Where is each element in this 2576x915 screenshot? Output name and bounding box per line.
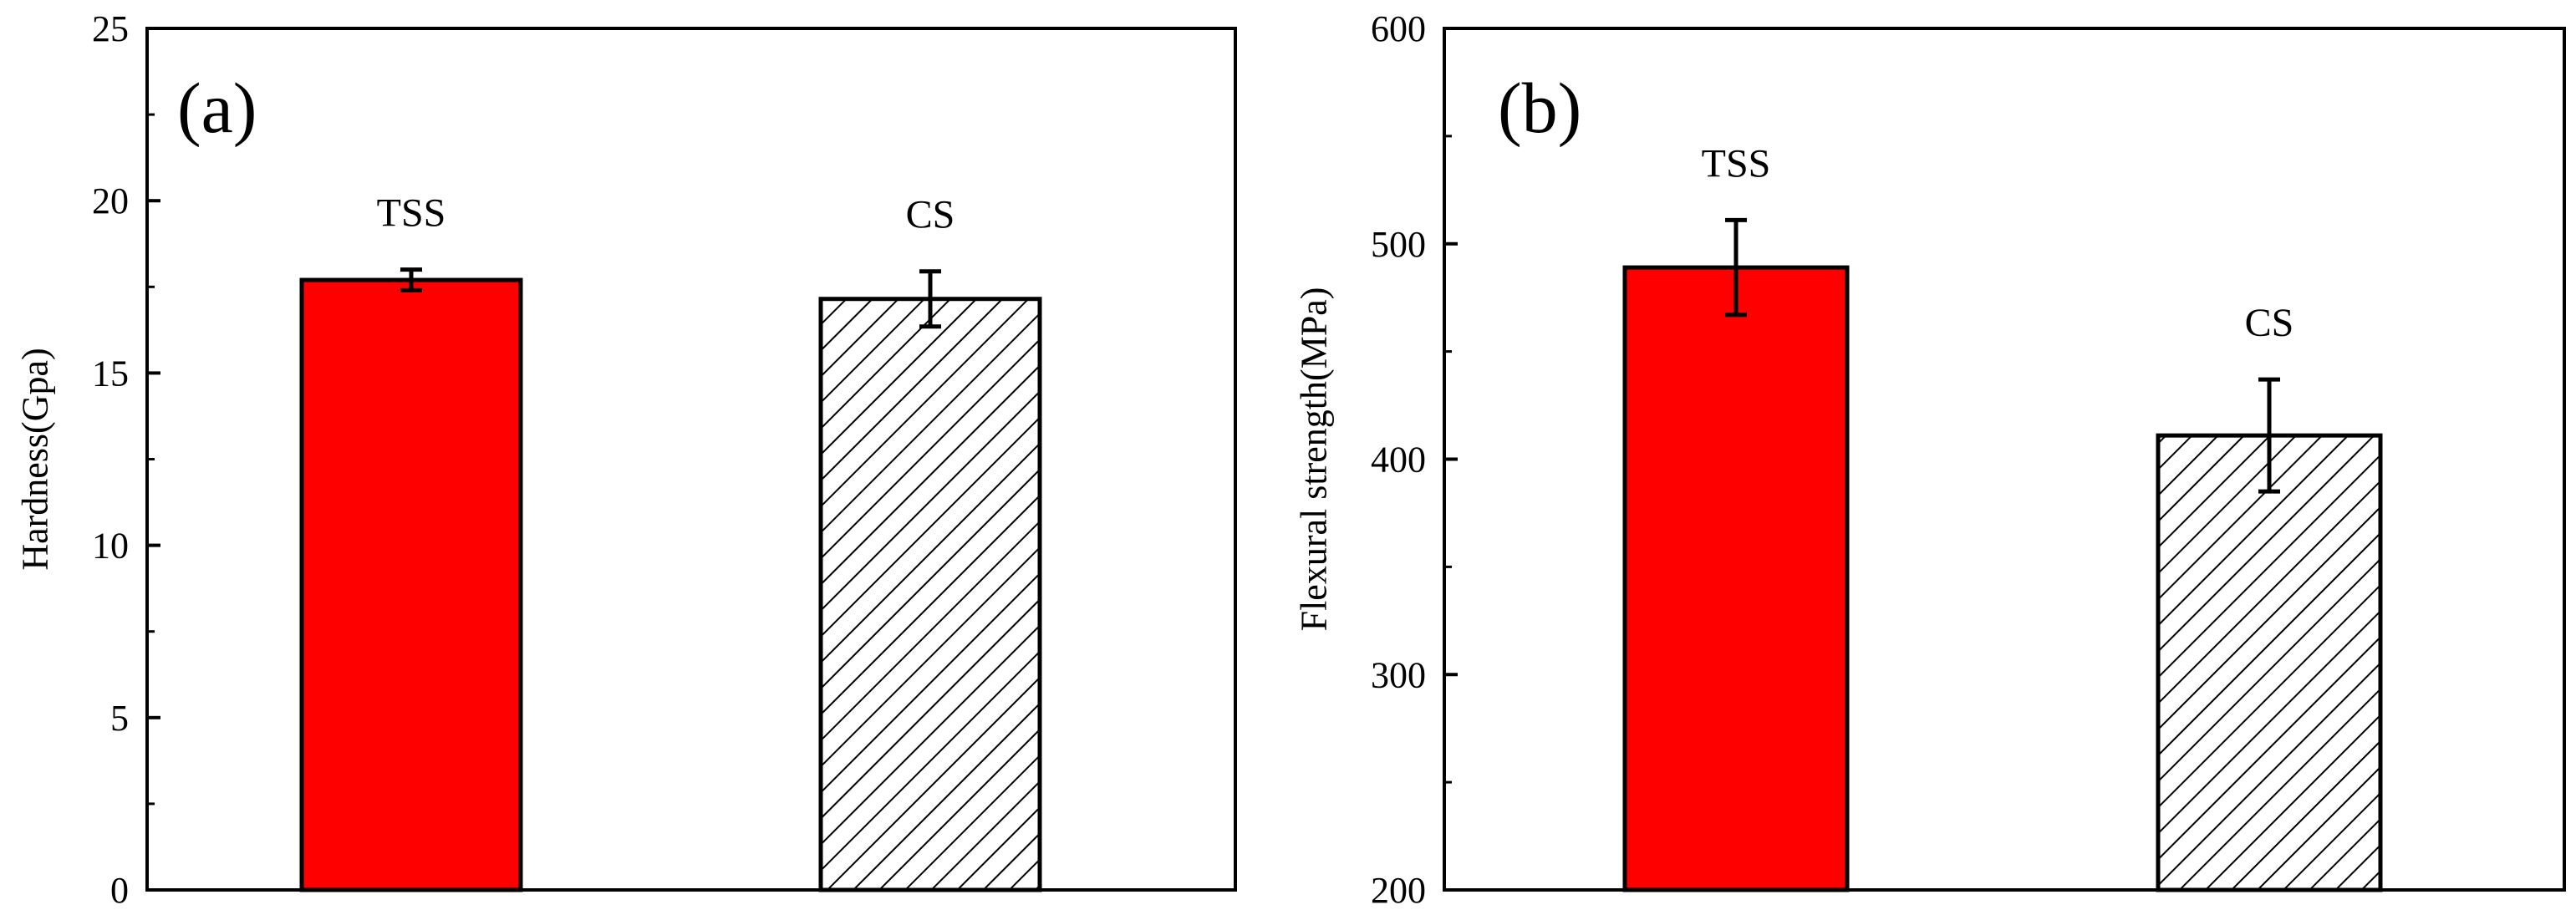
bar-label-cs: CS [2245, 301, 2294, 345]
panel-b-bars: TSS CS [1622, 141, 2383, 892]
bar-tss [299, 277, 523, 892]
panel-a-label: (a) [177, 68, 257, 148]
y-tick-label: 400 [1371, 440, 1426, 480]
y-tick-label: 5 [110, 698, 129, 739]
y-tick-label: 25 [92, 8, 129, 49]
y-tick-label: 20 [92, 180, 129, 221]
bar-label-tss: TSS [1702, 141, 1771, 186]
y-tick-label: 15 [92, 353, 129, 394]
y-tick-label: 0 [110, 870, 129, 911]
panel-b-label: (b) [1498, 68, 1581, 148]
panel-b-flexural-strength: 200 300 400 500 600 TSS CS (b) Flexural stren… [1294, 8, 2566, 911]
y-tick-label: 600 [1371, 8, 1426, 49]
y-tick-label: 500 [1371, 224, 1426, 265]
bar-cs [818, 297, 1042, 892]
bar-cs [2156, 433, 2383, 892]
bar-label-cs: CS [906, 193, 955, 237]
panel-b-y-axis-label: Flexural strength(MPa) [1294, 287, 1335, 632]
panel-b-plot-frame [1443, 27, 2566, 892]
panel-a-y-ticks: 0 5 10 15 20 25 [92, 8, 160, 911]
panel-a-hardness: 0 5 10 15 20 25 TSS CS (a) Hardness(Gpa) [15, 8, 1237, 911]
panel-a-bars: TSS CS [299, 191, 1042, 892]
y-tick-label: 10 [92, 526, 129, 567]
bar-tss [1622, 265, 1850, 892]
panel-a-y-axis-label: Hardness(Gpa) [15, 348, 56, 570]
bar-label-tss: TSS [377, 191, 446, 236]
y-tick-label: 300 [1371, 654, 1426, 695]
panel-a-plot-frame [145, 27, 1237, 892]
y-tick-label: 200 [1371, 870, 1426, 911]
